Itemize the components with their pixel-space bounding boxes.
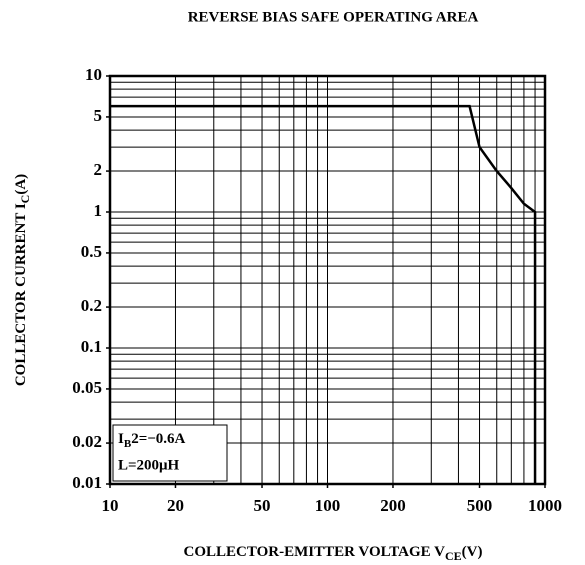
x-axis-label: COLLECTOR-EMITTER VOLTAGE VCE(V) bbox=[184, 544, 483, 562]
x-tick-label: 200 bbox=[380, 496, 406, 515]
chart-title: REVERSE BIAS SAFE OPERATING AREA bbox=[188, 9, 479, 25]
x-tick-label: 20 bbox=[167, 496, 184, 515]
y-tick-label: 5 bbox=[94, 106, 103, 125]
annotation-part: I bbox=[118, 431, 124, 447]
annotation-part: B bbox=[124, 438, 132, 450]
x-tick-label: 500 bbox=[467, 496, 493, 515]
y-tick-label: 0.1 bbox=[81, 337, 102, 356]
y-tick-label: 1 bbox=[94, 201, 103, 220]
x-tick-label: 100 bbox=[315, 496, 341, 515]
x-tick-label: 1000 bbox=[528, 496, 562, 515]
annotation: L=200μH bbox=[118, 457, 180, 473]
x-tick-label: 10 bbox=[102, 496, 119, 515]
annotation-box bbox=[112, 424, 228, 482]
y-axis-label: COLLECTOR CURRENT IC(A) bbox=[13, 174, 31, 386]
x-tick-label: 50 bbox=[254, 496, 271, 515]
y-tick-label: 10 bbox=[85, 65, 102, 84]
plot-border bbox=[108, 74, 547, 486]
y-tick-label: 2 bbox=[94, 160, 103, 179]
data-line bbox=[110, 104, 537, 484]
y-tick-label: 0.2 bbox=[81, 296, 102, 315]
y-tick-label: 0.5 bbox=[81, 242, 102, 261]
annotation-part: 2=−0.6A bbox=[131, 431, 185, 447]
y-tick-label: 0.02 bbox=[72, 432, 102, 451]
y-tick-label: 0.01 bbox=[72, 473, 102, 492]
annotation: IB2=−0.6A bbox=[118, 431, 186, 449]
y-tick-label: 0.05 bbox=[72, 378, 102, 397]
